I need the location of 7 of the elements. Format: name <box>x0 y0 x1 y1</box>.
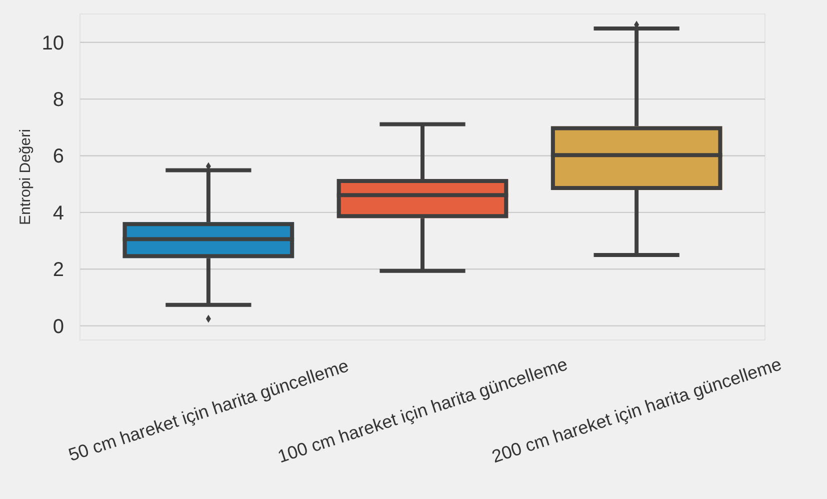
y-tick-label: 6 <box>52 146 64 168</box>
y-tick-label: 4 <box>52 202 64 224</box>
y-tick-label: 10 <box>42 32 64 54</box>
y-tick-label: 8 <box>52 89 64 112</box>
y-tick-label: 0 <box>52 316 64 338</box>
y-axis-title: Entropi Değeri <box>17 129 34 225</box>
y-tick-label: 2 <box>52 259 64 282</box>
